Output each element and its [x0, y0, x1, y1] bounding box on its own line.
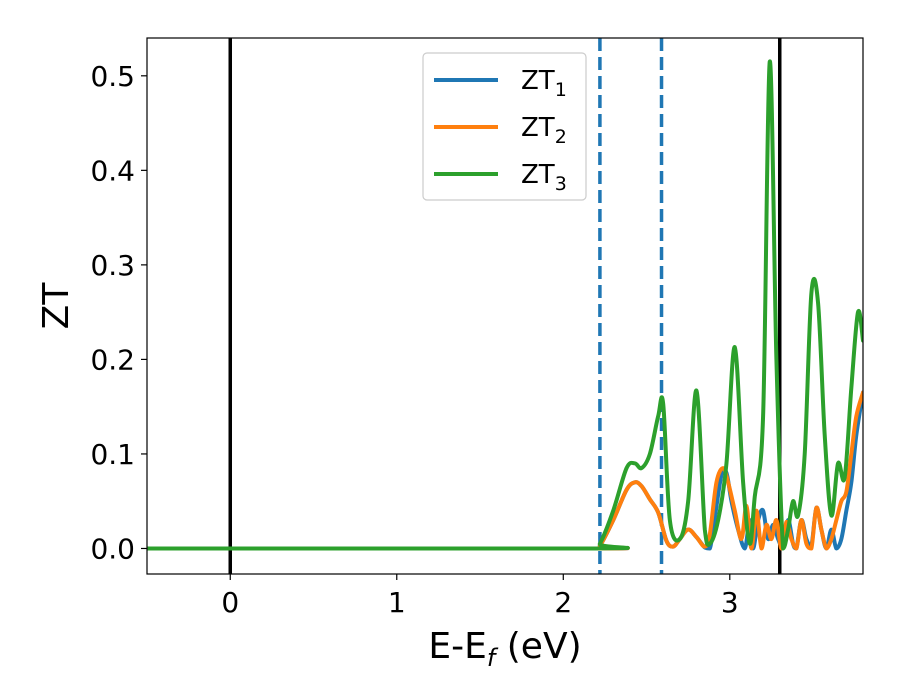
x-tick-label: 0 — [221, 586, 239, 619]
x-axis-title: E-Ef (eV) — [428, 626, 581, 672]
y-tick-label: 0.5 — [90, 60, 135, 93]
y-axis-ticks: 0.0 0.1 0.2 0.3 0.4 0.5 — [90, 60, 147, 565]
series-line-3 — [147, 59, 863, 551]
legend-frame — [422, 52, 587, 201]
plot-frame — [146, 37, 864, 575]
y-tick-label: 0.1 — [90, 438, 135, 471]
y-tick-label: 0.0 — [90, 532, 135, 565]
legend: ZT1 ZT2 ZT3 — [422, 52, 587, 201]
series-lines — [147, 59, 863, 551]
x-tick-label: 2 — [554, 586, 572, 619]
y-tick-label: 0.4 — [90, 154, 135, 187]
x-axis-title-main: E-E — [428, 626, 486, 667]
x-tick-label: 1 — [388, 586, 406, 619]
series-line-2 — [147, 390, 863, 551]
legend-label-3: ZT3 — [521, 160, 567, 195]
y-tick-label: 0.2 — [90, 343, 135, 376]
y-tick-label: 0.3 — [90, 249, 135, 282]
legend-label-2: ZT2 — [521, 113, 567, 148]
y-axis-title: ZT — [36, 282, 77, 330]
x-tick-label: 3 — [721, 586, 739, 619]
legend-label-1: ZT1 — [521, 66, 567, 101]
x-axis-ticks: 0 1 2 3 — [221, 574, 739, 619]
x-axis-title-unit: (eV) — [495, 626, 581, 667]
